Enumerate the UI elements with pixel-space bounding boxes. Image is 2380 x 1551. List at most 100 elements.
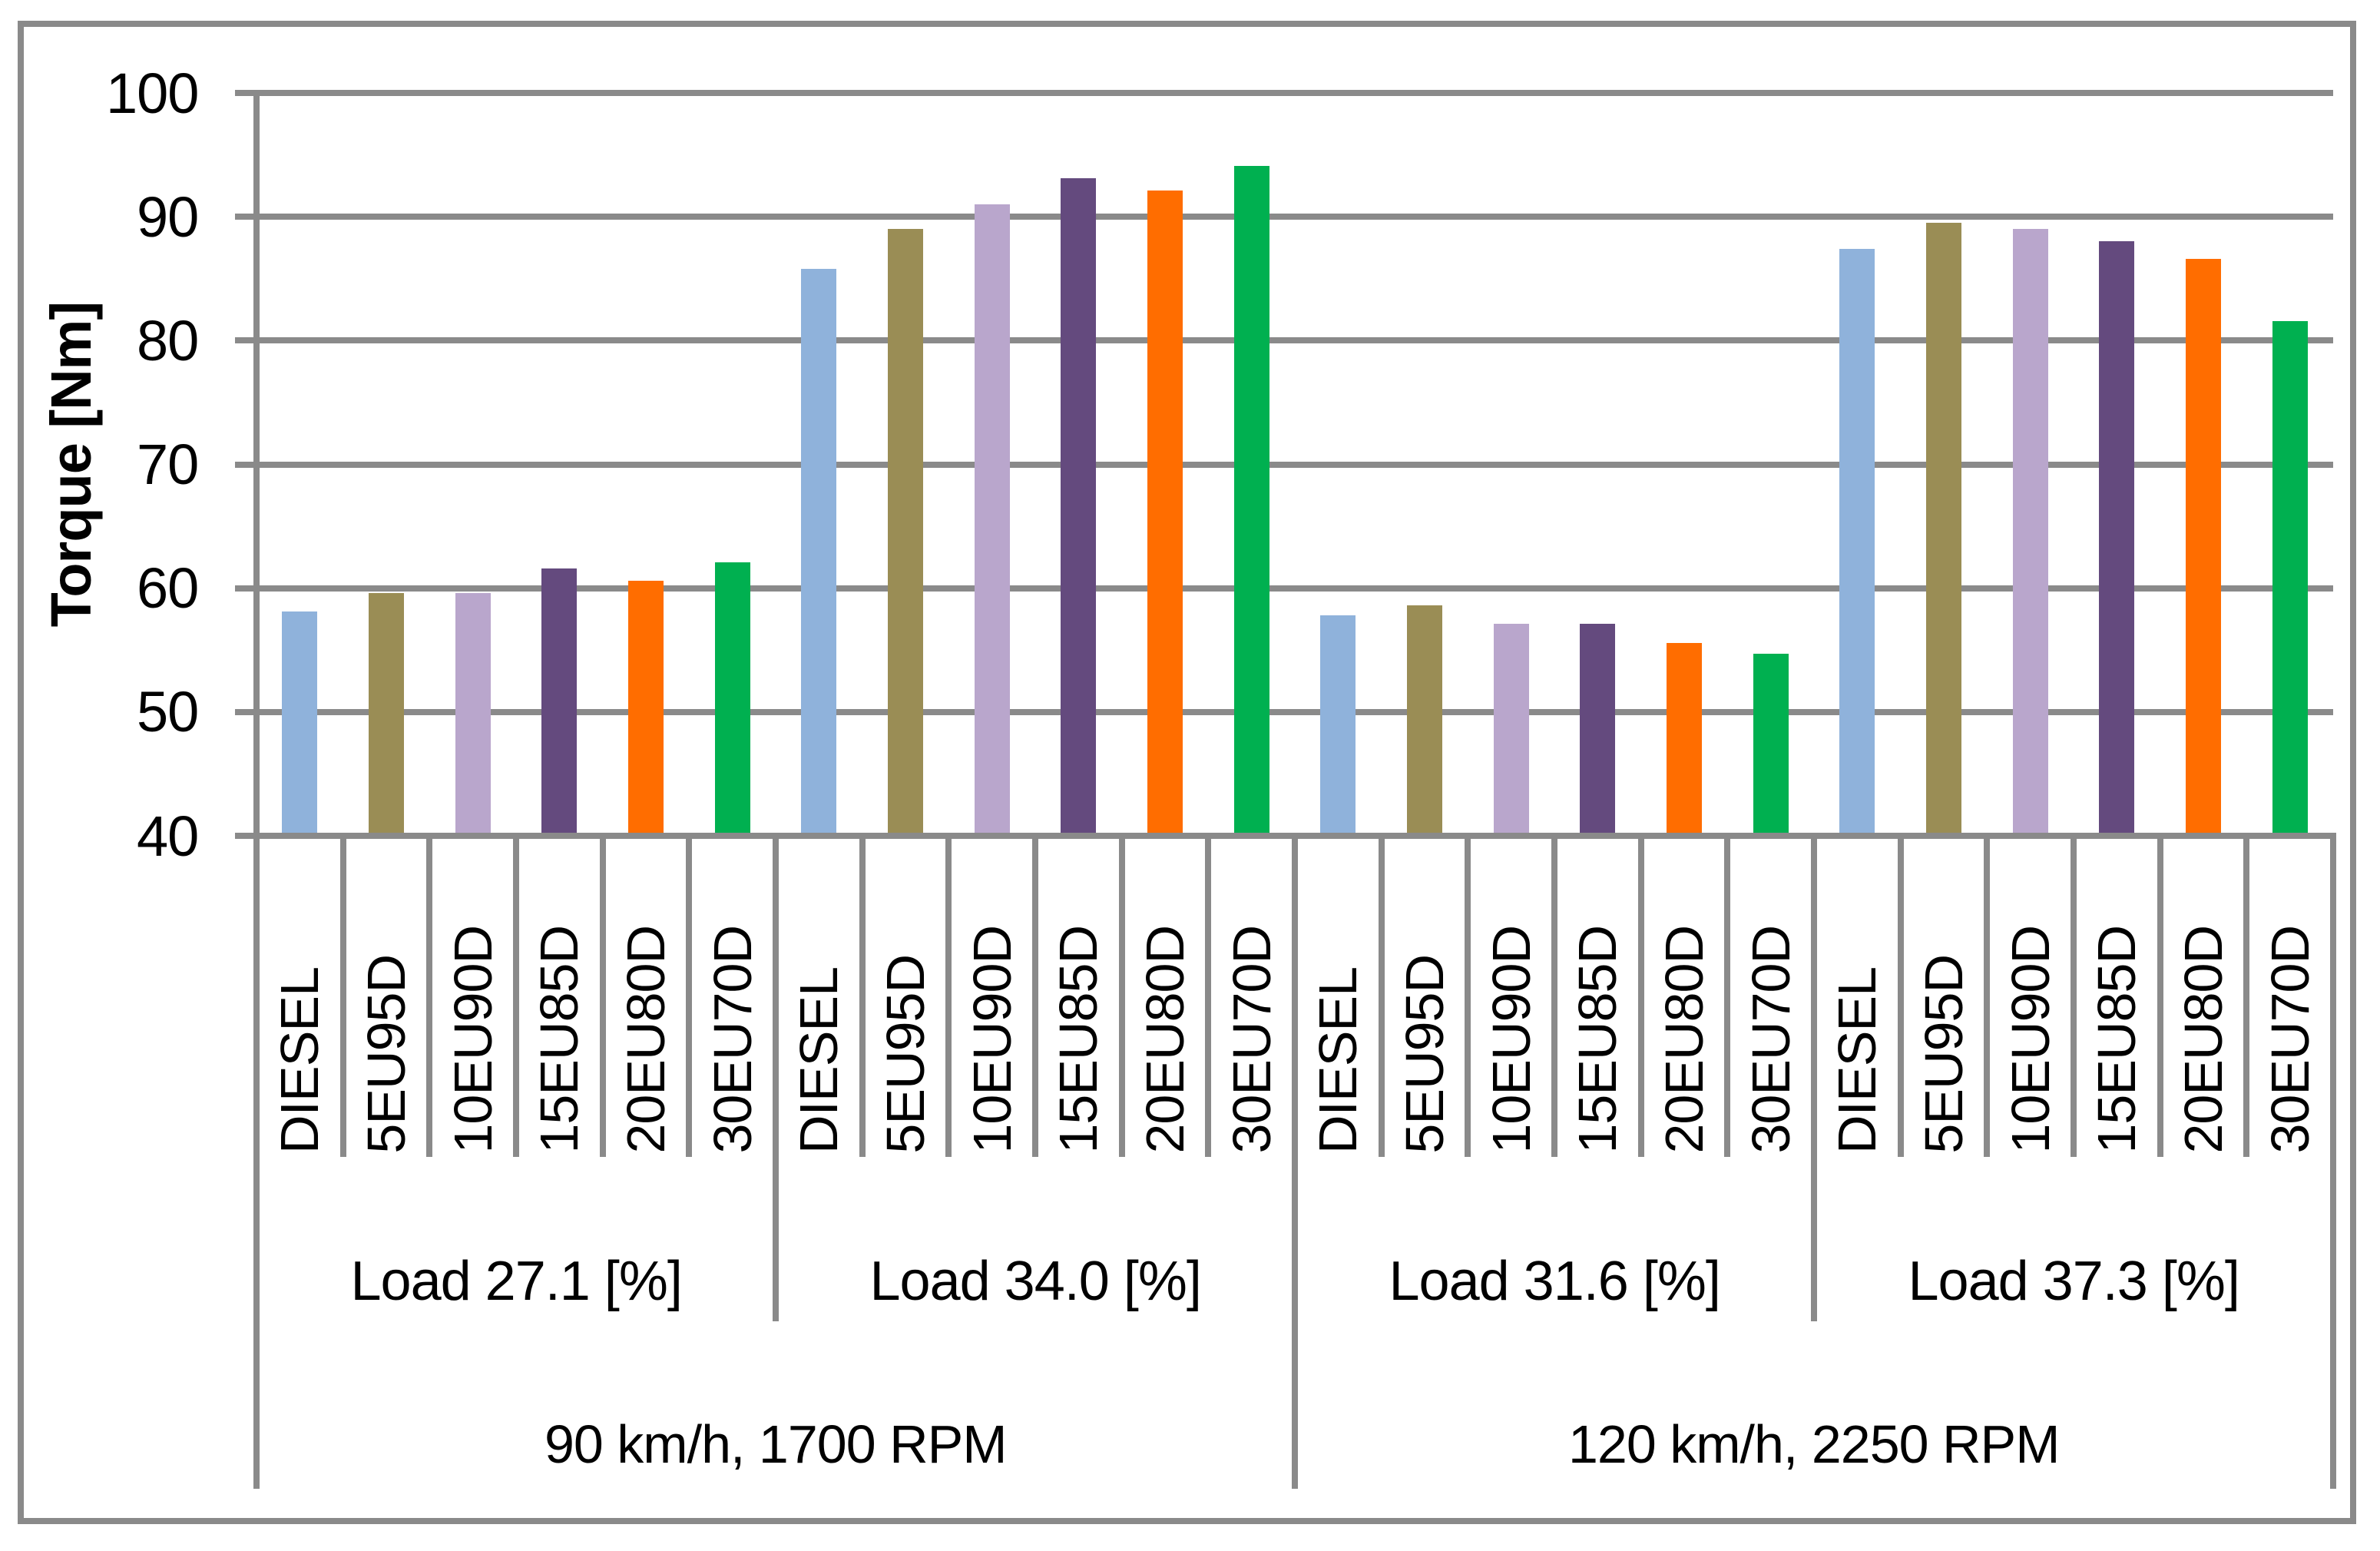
x-label-fuel-15EU85D-group1: 15EU85D bbox=[529, 926, 590, 1154]
x-axis-line bbox=[235, 833, 2336, 839]
category-separator bbox=[2243, 836, 2250, 1157]
bar-DIESEL-group2 bbox=[801, 268, 837, 836]
category-separator bbox=[1118, 836, 1125, 1157]
y-tick-label-100: 100 bbox=[106, 61, 199, 125]
x-label-fuel-DIESEL-group2: DIESEL bbox=[789, 967, 849, 1154]
bar-5EU95D-group3 bbox=[1407, 605, 1442, 836]
x-label-fuel-30EU70D-group2: 30EU70D bbox=[1221, 926, 1282, 1154]
category-separator bbox=[339, 836, 346, 1157]
category-separator bbox=[513, 836, 519, 1157]
category-separator bbox=[1724, 836, 1731, 1157]
bar-30EU70D-group1 bbox=[714, 562, 750, 836]
category-separator bbox=[859, 836, 866, 1157]
category-separator bbox=[1465, 836, 1471, 1157]
bar-20EU80D-group4 bbox=[2186, 258, 2221, 836]
x-label-fuel-5EU95D-group2: 5EU95D bbox=[876, 955, 935, 1154]
bar-15EU85D-group4 bbox=[2099, 241, 2135, 836]
bar-5EU95D-group1 bbox=[369, 593, 404, 836]
x-label-fuel-30EU70D-group4: 30EU70D bbox=[2259, 926, 2320, 1154]
bar-20EU80D-group3 bbox=[1667, 642, 1702, 836]
category-separator bbox=[2330, 836, 2336, 1489]
speed-group-label-2: 120 km/h, 2250 RPM bbox=[1568, 1414, 2061, 1474]
x-label-fuel-30EU70D-group3: 30EU70D bbox=[1740, 926, 1801, 1154]
x-label-fuel-10EU90D-group4: 10EU90D bbox=[2000, 926, 2061, 1154]
load-group-label-2: Load 34.0 [%] bbox=[869, 1251, 1202, 1312]
y-tick-mark bbox=[235, 90, 263, 96]
gridline-80 bbox=[257, 337, 2333, 344]
gridline-50 bbox=[257, 708, 2333, 715]
category-separator bbox=[2157, 836, 2163, 1157]
x-label-fuel-5EU95D-group4: 5EU95D bbox=[1914, 955, 1974, 1154]
x-label-fuel-10EU90D-group3: 10EU90D bbox=[1481, 926, 1541, 1154]
category-separator bbox=[426, 836, 433, 1157]
y-axis-title: Torque [Nm] bbox=[38, 301, 103, 627]
bar-10EU90D-group3 bbox=[1493, 624, 1529, 836]
x-label-fuel-15EU85D-group3: 15EU85D bbox=[1567, 926, 1628, 1154]
figure-border bbox=[18, 21, 2356, 1524]
y-tick-label-70: 70 bbox=[137, 432, 199, 496]
load-group-label-1: Load 27.1 [%] bbox=[350, 1251, 683, 1312]
category-separator bbox=[686, 836, 693, 1157]
category-separator bbox=[1811, 836, 1817, 1321]
y-tick-mark bbox=[235, 708, 263, 715]
bar-DIESEL-group4 bbox=[1839, 249, 1875, 836]
y-tick-label-80: 80 bbox=[137, 308, 199, 373]
x-label-fuel-15EU85D-group2: 15EU85D bbox=[1048, 926, 1109, 1154]
bar-15EU85D-group2 bbox=[1061, 178, 1097, 836]
bar-20EU80D-group1 bbox=[628, 580, 664, 836]
x-label-fuel-10EU90D-group1: 10EU90D bbox=[442, 926, 503, 1154]
x-label-fuel-20EU80D-group2: 20EU80D bbox=[1135, 926, 1195, 1154]
y-axis-line bbox=[253, 93, 260, 1489]
bar-20EU80D-group2 bbox=[1147, 191, 1183, 836]
x-label-fuel-20EU80D-group1: 20EU80D bbox=[616, 926, 676, 1154]
category-separator bbox=[1032, 836, 1038, 1157]
category-separator bbox=[1292, 836, 1298, 1489]
bar-30EU70D-group2 bbox=[1233, 166, 1269, 836]
category-separator bbox=[945, 836, 952, 1157]
bar-30EU70D-group3 bbox=[1753, 654, 1789, 836]
y-tick-label-90: 90 bbox=[137, 184, 199, 249]
category-separator bbox=[1205, 836, 1212, 1157]
y-tick-label-40: 40 bbox=[137, 804, 199, 868]
x-label-fuel-15EU85D-group4: 15EU85D bbox=[2087, 926, 2147, 1154]
speed-group-label-1: 90 km/h, 1700 RPM bbox=[545, 1414, 1008, 1474]
y-tick-mark bbox=[235, 214, 263, 220]
category-separator bbox=[1637, 836, 1644, 1157]
bar-15EU85D-group3 bbox=[1580, 624, 1616, 836]
category-separator bbox=[1984, 836, 1991, 1157]
bar-10EU90D-group1 bbox=[455, 593, 491, 836]
category-separator bbox=[773, 836, 779, 1321]
bar-5EU95D-group4 bbox=[1926, 223, 1961, 836]
bar-15EU85D-group1 bbox=[541, 568, 578, 836]
bar-10EU90D-group4 bbox=[2012, 229, 2048, 836]
category-separator bbox=[1378, 836, 1385, 1157]
bar-DIESEL-group3 bbox=[1320, 615, 1356, 836]
y-tick-mark bbox=[235, 461, 263, 468]
category-separator bbox=[599, 836, 606, 1157]
category-separator bbox=[2071, 836, 2077, 1157]
x-label-fuel-DIESEL-group1: DIESEL bbox=[270, 967, 330, 1154]
category-separator bbox=[1897, 836, 1904, 1157]
gridline-90 bbox=[257, 214, 2333, 220]
x-label-fuel-20EU80D-group4: 20EU80D bbox=[2173, 926, 2233, 1154]
x-label-fuel-DIESEL-group4: DIESEL bbox=[1827, 967, 1888, 1154]
x-label-fuel-DIESEL-group3: DIESEL bbox=[1308, 967, 1369, 1154]
gridline-60 bbox=[257, 585, 2333, 592]
y-tick-label-50: 50 bbox=[137, 680, 199, 744]
bar-30EU70D-group4 bbox=[2272, 320, 2308, 836]
y-tick-mark bbox=[235, 585, 263, 592]
x-label-fuel-5EU95D-group1: 5EU95D bbox=[356, 955, 416, 1154]
bar-DIESEL-group1 bbox=[282, 611, 318, 836]
load-group-label-4: Load 37.3 [%] bbox=[1908, 1251, 2240, 1312]
x-label-fuel-20EU80D-group3: 20EU80D bbox=[1654, 926, 1714, 1154]
category-separator bbox=[1551, 836, 1557, 1157]
x-label-fuel-30EU70D-group1: 30EU70D bbox=[702, 926, 763, 1154]
load-group-label-3: Load 31.6 [%] bbox=[1389, 1251, 1721, 1312]
x-label-fuel-5EU95D-group3: 5EU95D bbox=[1395, 955, 1455, 1154]
x-label-fuel-10EU90D-group2: 10EU90D bbox=[962, 926, 1022, 1154]
gridline-70 bbox=[257, 461, 2333, 468]
y-tick-label-60: 60 bbox=[137, 556, 199, 621]
bar-5EU95D-group2 bbox=[888, 229, 923, 836]
gridline-100 bbox=[257, 90, 2333, 96]
